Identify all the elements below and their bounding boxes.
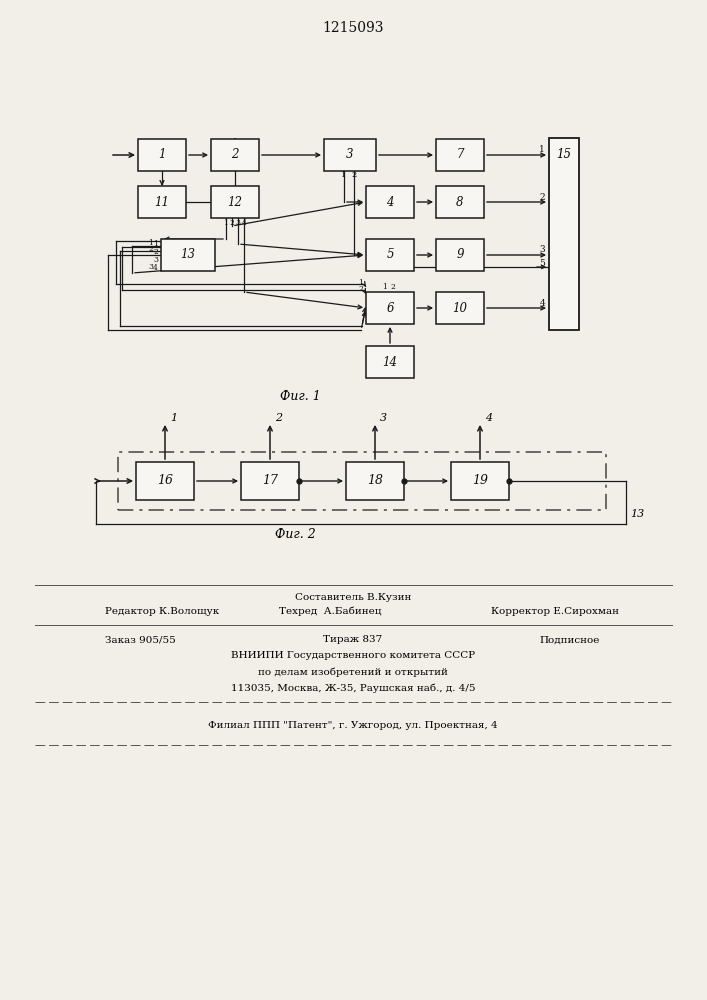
Text: 2: 2 — [351, 171, 356, 179]
Bar — [436, 139, 484, 171]
Bar — [366, 239, 414, 271]
Text: 3: 3 — [539, 245, 545, 254]
Text: 3: 3 — [148, 263, 153, 271]
Bar — [451, 462, 509, 500]
Text: 1: 1 — [158, 148, 165, 161]
Text: Подписное: Подписное — [540, 636, 600, 645]
Text: 19: 19 — [472, 475, 488, 488]
Text: 1: 1 — [148, 239, 153, 247]
Text: Корректор Е.Сирохман: Корректор Е.Сирохман — [491, 606, 619, 615]
Text: 5: 5 — [386, 248, 394, 261]
Text: 1: 1 — [223, 219, 228, 227]
Bar — [136, 462, 194, 500]
Text: 8: 8 — [456, 196, 464, 209]
Bar — [211, 139, 259, 171]
Bar — [549, 138, 579, 330]
Text: 1215093: 1215093 — [322, 21, 384, 35]
Text: 2: 2 — [358, 285, 363, 293]
Text: ВНИИПИ Государственного комитета СССР: ВНИИПИ Государственного комитета СССР — [231, 652, 475, 660]
Bar — [161, 239, 215, 271]
Text: 4: 4 — [153, 264, 158, 272]
Text: 2: 2 — [390, 283, 395, 291]
Bar — [324, 139, 376, 171]
Text: Техред  А.Бабинец: Техред А.Бабинец — [279, 606, 381, 616]
Text: Составитель В.Кузин: Составитель В.Кузин — [295, 592, 411, 601]
Text: Филиал ППП "Патент", г. Ужгород, ул. Проектная, 4: Филиал ППП "Патент", г. Ужгород, ул. Про… — [208, 720, 498, 730]
Text: 113035, Москва, Ж-35, Раушская наб., д. 4/5: 113035, Москва, Ж-35, Раушская наб., д. … — [230, 683, 475, 693]
Text: 2: 2 — [230, 219, 235, 227]
Text: 3: 3 — [380, 413, 387, 423]
Text: 7: 7 — [456, 148, 464, 161]
Text: 1: 1 — [170, 413, 177, 423]
Text: 15: 15 — [556, 148, 571, 161]
Text: 3: 3 — [235, 219, 240, 227]
Text: Фиг. 1: Фиг. 1 — [280, 390, 320, 403]
Bar — [346, 462, 404, 500]
Text: 4: 4 — [242, 219, 247, 227]
Text: 17: 17 — [262, 475, 278, 488]
Text: 1: 1 — [358, 279, 363, 287]
Bar — [211, 186, 259, 218]
Text: 12: 12 — [228, 196, 243, 209]
Text: 1: 1 — [341, 171, 346, 179]
Text: 4: 4 — [485, 413, 492, 423]
Text: 1: 1 — [153, 240, 158, 248]
Bar — [436, 186, 484, 218]
Text: Фиг. 2: Фиг. 2 — [274, 528, 315, 542]
Text: Редактор К.Волощук: Редактор К.Волощук — [105, 606, 219, 615]
Text: 10: 10 — [452, 302, 467, 314]
Text: 2: 2 — [153, 248, 158, 256]
Text: 14: 14 — [382, 356, 397, 368]
Text: 9: 9 — [456, 248, 464, 261]
Bar — [436, 239, 484, 271]
Text: Тираж 837: Тираж 837 — [323, 636, 382, 645]
Text: 2: 2 — [231, 148, 239, 161]
Bar — [118, 452, 606, 510]
Bar — [138, 186, 186, 218]
Text: 13: 13 — [180, 248, 196, 261]
Text: Заказ 905/55: Заказ 905/55 — [105, 636, 176, 645]
Text: 4: 4 — [539, 298, 545, 308]
Text: 3: 3 — [153, 256, 158, 264]
Text: 2: 2 — [275, 413, 282, 423]
Bar — [138, 139, 186, 171]
Bar — [366, 346, 414, 378]
Bar — [436, 292, 484, 324]
Text: 2: 2 — [148, 245, 153, 253]
Text: 3: 3 — [346, 148, 354, 161]
Text: 18: 18 — [367, 475, 383, 488]
Text: 1: 1 — [382, 283, 387, 291]
Text: 1: 1 — [539, 145, 545, 154]
Text: 4: 4 — [386, 196, 394, 209]
Text: 5: 5 — [539, 258, 545, 267]
Text: 6: 6 — [386, 302, 394, 314]
Text: 16: 16 — [157, 475, 173, 488]
Text: 11: 11 — [155, 196, 170, 209]
Bar — [366, 292, 414, 324]
Bar — [366, 186, 414, 218]
Text: 2: 2 — [539, 192, 545, 202]
Text: по делам изобретений и открытий: по делам изобретений и открытий — [258, 667, 448, 677]
Bar — [241, 462, 299, 500]
Text: 13: 13 — [630, 509, 644, 519]
